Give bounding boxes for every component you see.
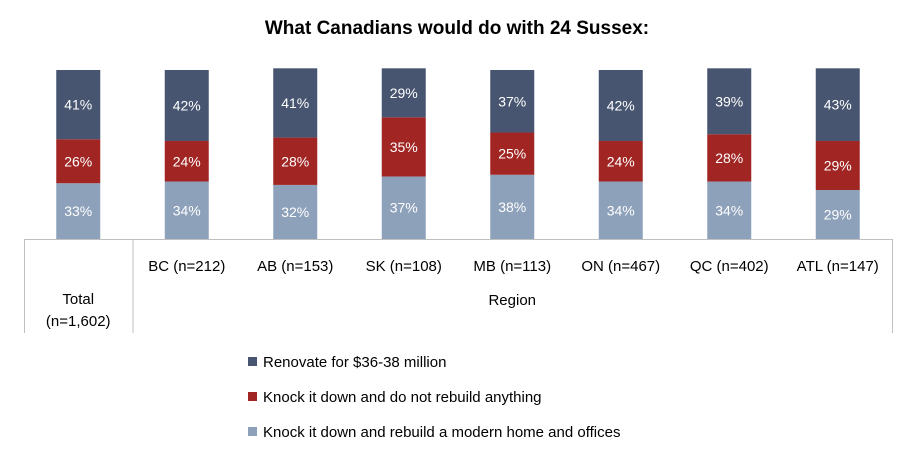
data-label: 42% bbox=[607, 97, 635, 113]
bar-segment bbox=[598, 140, 643, 182]
data-label: 32% bbox=[281, 204, 309, 220]
bar-segment bbox=[381, 117, 426, 177]
bar-segment bbox=[164, 70, 209, 141]
data-label: 26% bbox=[64, 153, 92, 169]
legend-label: Renovate for $36-38 million bbox=[263, 354, 447, 371]
bar-segment bbox=[707, 68, 752, 135]
data-label: 38% bbox=[498, 199, 526, 215]
data-label: 43% bbox=[824, 97, 852, 113]
data-label: 34% bbox=[607, 202, 635, 218]
category-label: SK (n=108) bbox=[366, 258, 442, 275]
bar-segment bbox=[56, 183, 101, 239]
category-label: BC (n=212) bbox=[148, 258, 225, 275]
bar-segment bbox=[273, 68, 318, 138]
legend-swatch bbox=[248, 427, 257, 436]
category-label: ATL (n=147) bbox=[797, 258, 879, 275]
legend-swatch bbox=[248, 392, 257, 401]
legend-item: Knock it down and rebuild a modern home … bbox=[248, 424, 620, 441]
category-label: ON (n=467) bbox=[581, 258, 660, 275]
category-label: Total bbox=[62, 291, 94, 308]
legend-label: Knock it down and rebuild a modern home … bbox=[263, 424, 621, 441]
bar-segment bbox=[381, 176, 426, 239]
bar-series-group: 33% 26% 41% 34% 24% 42% 32% 28% 41% 37% 35% 29% 38% 2… bbox=[56, 68, 860, 239]
bar-segment bbox=[164, 140, 209, 182]
data-label: 28% bbox=[281, 153, 309, 169]
data-label: 39% bbox=[715, 93, 743, 109]
data-label: 25% bbox=[498, 146, 526, 162]
bar-segment bbox=[707, 134, 752, 182]
legend-swatch bbox=[248, 357, 257, 366]
category-axis bbox=[24, 239, 893, 333]
category-label: (n=1,602) bbox=[46, 313, 111, 330]
category-labels: Total (n=1,602) BC (n=212) AB (n=153) SK (n=… bbox=[46, 258, 879, 330]
bar-segment bbox=[381, 68, 426, 118]
bar-segment bbox=[273, 184, 318, 239]
data-label: 37% bbox=[390, 200, 418, 216]
data-label: 34% bbox=[173, 202, 201, 218]
legend-item: Knock it down and do not rebuild anythin… bbox=[248, 389, 542, 406]
data-label: 34% bbox=[715, 202, 743, 218]
bar-segment bbox=[598, 181, 643, 239]
bar-segment bbox=[56, 139, 101, 184]
data-label: 29% bbox=[824, 206, 852, 222]
data-label: 35% bbox=[390, 139, 418, 155]
data-label: 24% bbox=[607, 153, 635, 169]
bar-segment bbox=[815, 68, 860, 141]
bar-segment bbox=[273, 137, 318, 185]
group-label: Region bbox=[488, 292, 536, 309]
data-label: 41% bbox=[281, 95, 309, 111]
chart-title: What Canadians would do with 24 Sussex: bbox=[264, 18, 650, 39]
category-label: AB (n=153) bbox=[257, 258, 333, 275]
bar-segment bbox=[707, 181, 752, 239]
data-label: 28% bbox=[715, 150, 743, 166]
data-label: 42% bbox=[173, 97, 201, 113]
category-label: QC (n=402) bbox=[690, 258, 769, 275]
data-label: 37% bbox=[498, 93, 526, 109]
bar-segment bbox=[815, 140, 860, 190]
category-label: MB (n=113) bbox=[473, 258, 551, 275]
legend-label: Knock it down and do not rebuild anythin… bbox=[263, 389, 542, 406]
data-label: 29% bbox=[824, 157, 852, 173]
data-label: 33% bbox=[64, 203, 92, 219]
bar-segment bbox=[815, 189, 860, 239]
data-label: 29% bbox=[390, 85, 418, 101]
bar-segment bbox=[490, 70, 535, 133]
bar-segment bbox=[164, 181, 209, 239]
legend-item: Renovate for $36-38 million bbox=[248, 354, 446, 371]
data-label: 41% bbox=[64, 97, 92, 113]
data-label: 24% bbox=[173, 153, 201, 169]
bar-segment bbox=[490, 132, 535, 175]
bar-segment bbox=[598, 70, 643, 141]
bar-segment bbox=[490, 174, 535, 239]
bar-segment bbox=[56, 70, 101, 140]
